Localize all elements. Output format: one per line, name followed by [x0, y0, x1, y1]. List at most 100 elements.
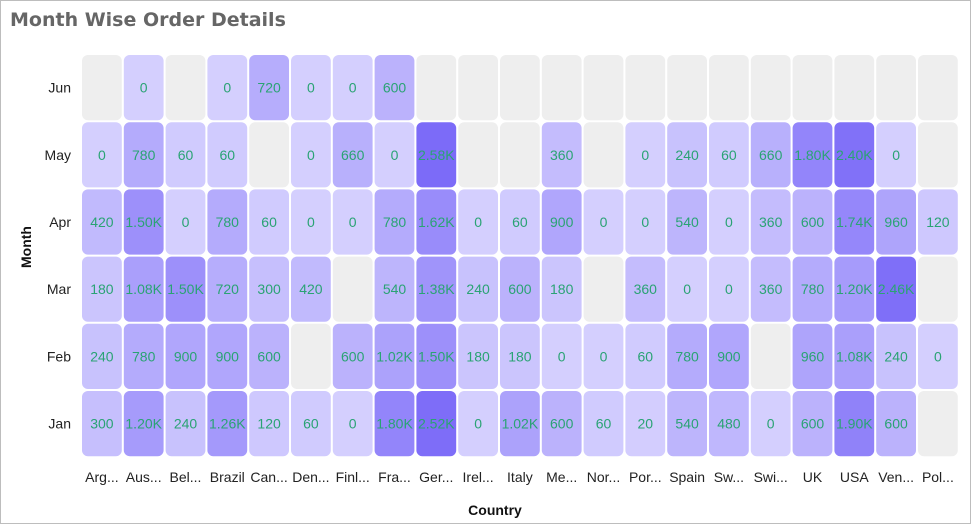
heatmap-cell-label: 0 [725, 214, 733, 230]
heatmap-cell-label: 2.46K [878, 281, 915, 297]
x-axis-tick-label: Brazil [210, 469, 245, 485]
heatmap-cell-label: 1.20K [836, 281, 873, 297]
heatmap-cell [667, 391, 707, 457]
heatmap-cell-label: 0 [140, 80, 148, 96]
heatmap-cell [876, 189, 916, 255]
heatmap-cell-label: 0 [600, 214, 608, 230]
heatmap-cell-label: 2.40K [836, 147, 873, 163]
y-axis-tick-label: Apr [49, 214, 71, 230]
y-axis-tick-label: May [45, 147, 71, 163]
heatmap-cell [876, 323, 916, 389]
heatmap-cell [374, 55, 415, 121]
heatmap-cell [458, 391, 498, 457]
heatmap-cell [332, 323, 373, 389]
heatmap-cell-label: 720 [216, 281, 240, 297]
heatmap-cell-label: 1.20K [125, 416, 162, 432]
heatmap-cell [82, 391, 122, 457]
heatmap-cell-label: 360 [759, 214, 783, 230]
heatmap-cell [207, 189, 248, 255]
heatmap-cell [165, 391, 206, 457]
x-axis-tick-label: Irel... [463, 469, 494, 485]
heatmap-cell [918, 189, 958, 255]
heatmap-cell [165, 122, 206, 188]
heatmap-cell [458, 323, 498, 389]
heatmap-cell [291, 122, 331, 188]
heatmap-cell-label: 0 [307, 80, 315, 96]
heatmap-cell [583, 323, 624, 389]
heatmap-cell-label: 900 [717, 348, 741, 364]
heatmap-cell [876, 391, 916, 457]
heatmap-cell [416, 323, 457, 389]
heatmap-cell [583, 189, 624, 255]
chart-title: Month Wise Order Details [10, 9, 286, 31]
heatmap-cell-label: 0 [641, 147, 649, 163]
heatmap-cell-label: 240 [675, 147, 699, 163]
heatmap-cell [374, 323, 415, 389]
heatmap-cell-label: 300 [90, 416, 114, 432]
heatmap-empty-cell [500, 55, 540, 121]
heatmap-cell-label: 540 [675, 214, 699, 230]
heatmap-empty-cell [918, 391, 958, 457]
heatmap-cell-label: 1.02K [502, 416, 539, 432]
heatmap-cell [291, 256, 331, 322]
y-axis-tick-labels: Jun May Apr Mar Feb Jan [45, 80, 72, 432]
heatmap-empty-cell [416, 55, 457, 121]
heatmap-cell [332, 122, 373, 188]
heatmap-cell [709, 256, 749, 322]
heatmap-cell [750, 189, 791, 255]
heatmap-cell [82, 122, 122, 188]
heatmap-cell-label: 780 [132, 147, 156, 163]
heatmap-cell-label: 60 [638, 348, 654, 364]
heatmap-empty-cell [709, 55, 749, 121]
heatmap-cell [541, 391, 582, 457]
heatmap-cell-label: 180 [550, 281, 574, 297]
heatmap-cell-label: 60 [303, 416, 319, 432]
heatmap-cell-label: 0 [223, 80, 231, 96]
heatmap-cell-label: 600 [341, 348, 365, 364]
heatmap-empty-cell [750, 323, 791, 389]
heatmap-cell [82, 189, 122, 255]
heatmap-cell [291, 391, 331, 457]
heatmap-cell [291, 55, 331, 121]
heatmap-empty-cell [667, 55, 707, 121]
heatmap-cell [792, 122, 833, 188]
heatmap-cell-label: 240 [174, 416, 198, 432]
heatmap-cell [207, 256, 248, 322]
heatmap-cell [583, 391, 624, 457]
heatmap-cell-label: 0 [391, 147, 399, 163]
heatmap-cell [458, 256, 498, 322]
heatmap-cell-label: 180 [90, 281, 114, 297]
heatmap-cell-label: 2.52K [418, 416, 455, 432]
heatmap-cell [123, 189, 164, 255]
heatmap-cell [207, 391, 248, 457]
heatmap-cell-label: 600 [801, 416, 825, 432]
heatmap-cell-label: 1.02K [376, 348, 413, 364]
heatmap-cell-label: 0 [307, 147, 315, 163]
x-axis-tick-label: Ven... [878, 469, 914, 485]
heatmap-cell-label: 1.08K [836, 348, 873, 364]
heatmap-cell-label: 1.50K [125, 214, 162, 230]
heatmap-cell [541, 323, 582, 389]
heatmap-cell-label: 600 [257, 348, 281, 364]
heatmap-cell [667, 122, 707, 188]
y-axis-tick-label: Feb [47, 348, 71, 364]
heatmap-cell-label: 120 [926, 214, 950, 230]
heatmap-cell [792, 256, 833, 322]
heatmap-cell [750, 391, 791, 457]
heatmap-cell [500, 391, 540, 457]
heatmap-cell [918, 323, 958, 389]
heatmap-empty-cell [625, 55, 666, 121]
heatmap-empty-cell [165, 55, 206, 121]
heatmap-cell [249, 391, 289, 457]
x-axis-tick-label: Swi... [754, 469, 788, 485]
heatmap-cell [249, 256, 289, 322]
heatmap-cell [625, 391, 666, 457]
heatmap-cell [249, 189, 289, 255]
heatmap-cell [374, 189, 415, 255]
heatmap-cell [834, 323, 875, 389]
heatmap-cell-label: 300 [257, 281, 281, 297]
heatmap-cell [834, 189, 875, 255]
x-axis-tick-label: Por... [629, 469, 662, 485]
heatmap-cell-label: 1.90K [836, 416, 873, 432]
x-axis-tick-label: Pol... [922, 469, 954, 485]
